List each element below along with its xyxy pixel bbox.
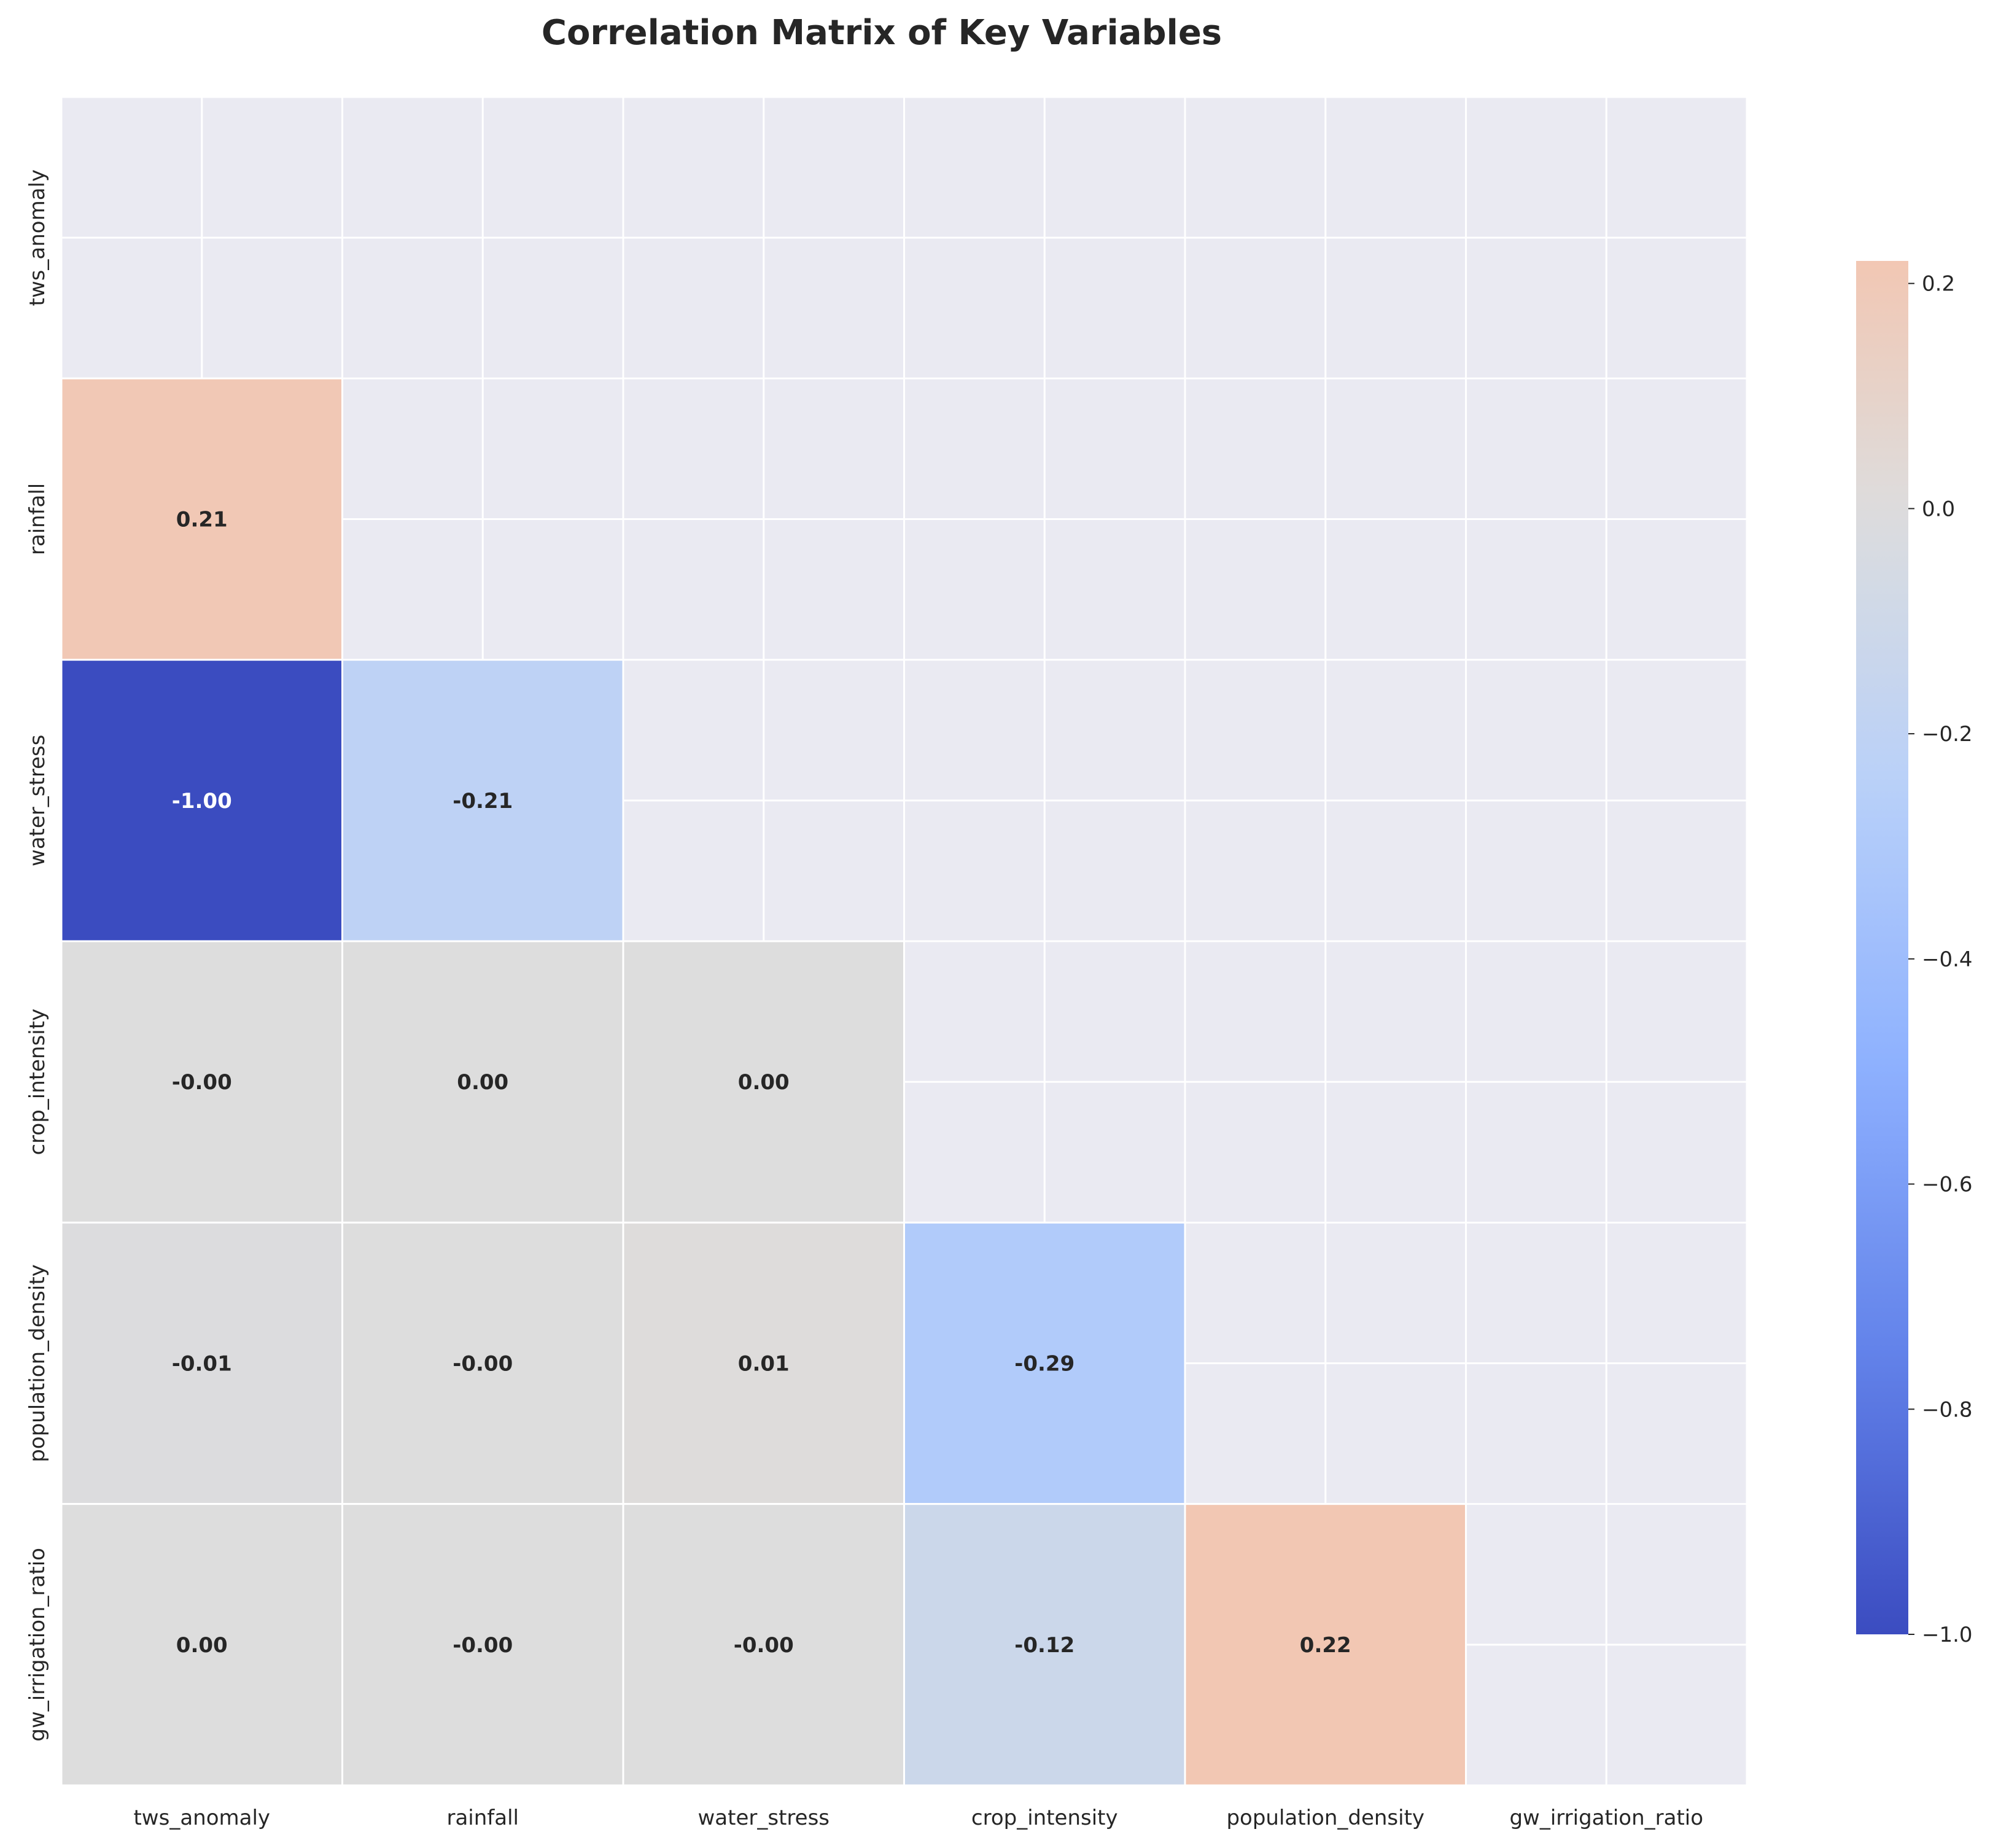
x-tick-label: gw_irrigation_ratio: [1509, 1806, 1703, 1830]
cell-value-label: -0.29: [1014, 1352, 1074, 1376]
cell-value-label: 0.01: [738, 1352, 790, 1376]
colorbar-tick-label: 0.0: [1922, 497, 1955, 521]
x-axis-tick-labels: tws_anomaly rainfall water_stress crop_inte…: [133, 1806, 1703, 1830]
colorbar-tick-label: 0.2: [1922, 272, 1955, 297]
cell-value-label: -0.00: [453, 1352, 513, 1376]
heatmap-cell: [60, 1221, 343, 1505]
colorbar-tick-label: −1.0: [1922, 1623, 1973, 1647]
heatmap-cell: [903, 1221, 1186, 1505]
cell-value-label: 0.00: [176, 1633, 228, 1658]
y-axis-tick-labels: tws_anomaly rainfall water_stress crop_inte…: [25, 169, 50, 1742]
y-tick-label: crop_intensity: [25, 1009, 50, 1155]
cell-value-label: -0.21: [453, 789, 513, 813]
y-tick-label: tws_anomaly: [25, 169, 50, 306]
heatmap-cell: [341, 1221, 624, 1505]
x-tick-label: water_stress: [698, 1806, 830, 1830]
colorbar-tick-label: −0.6: [1922, 1173, 1973, 1197]
x-tick-label: crop_intensity: [971, 1806, 1118, 1830]
cell-value-label: 0.00: [738, 1070, 790, 1095]
colorbar-gradient: [1856, 261, 1908, 1634]
heatmap-cell: [60, 940, 343, 1224]
x-tick-label: population_density: [1226, 1806, 1424, 1830]
heatmap-cell: [341, 1503, 624, 1787]
cell-value-label: -0.12: [1014, 1633, 1074, 1658]
colorbar: 0.2 0.0 −0.2 −0.4 −0.6 −0.8 −1.0: [1856, 261, 1973, 1647]
cell-value-label: -0.00: [453, 1633, 513, 1658]
x-tick-label: rainfall: [446, 1806, 519, 1830]
x-tick-label: tws_anomaly: [133, 1806, 270, 1830]
colorbar-tick-label: −0.8: [1922, 1397, 1973, 1422]
y-tick-label: rainfall: [25, 483, 50, 556]
heatmap-cell: [903, 1503, 1186, 1787]
chart-title: Correlation Matrix of Key Variables: [542, 13, 1222, 53]
y-tick-label: water_stress: [25, 735, 50, 867]
y-tick-label: gw_irrigation_ratio: [25, 1548, 50, 1742]
cell-value-label: -1.00: [172, 789, 232, 813]
heatmap-cell: [1184, 1503, 1467, 1787]
colorbar-tick-label: −0.2: [1922, 722, 1973, 747]
cell-value-label: 0.21: [176, 508, 228, 532]
heatmap-cell: [60, 1503, 343, 1787]
heatmap-cell: [341, 659, 624, 942]
heatmap-cell: [60, 377, 343, 661]
y-tick-label: population_density: [25, 1264, 50, 1462]
cell-value-label: 0.22: [1300, 1633, 1351, 1658]
heatmap-cell: [622, 1503, 905, 1787]
heatmap-cells: 0.21 -1.00 -0.21 -0.00 0.00 0.00 -0.01 -0.00 0.0…: [60, 377, 1467, 1787]
heatmap-cell: [60, 659, 343, 942]
cell-value-label: -0.01: [172, 1352, 232, 1376]
heatmap-cell: [341, 940, 624, 1224]
colorbar-tick-label: −0.4: [1922, 947, 1973, 972]
heatmap-cell: [622, 1221, 905, 1505]
heatmap-cell: [622, 940, 905, 1224]
cell-value-label: 0.00: [457, 1070, 508, 1095]
cell-value-label: -0.00: [734, 1633, 794, 1658]
cell-value-label: -0.00: [172, 1070, 232, 1095]
